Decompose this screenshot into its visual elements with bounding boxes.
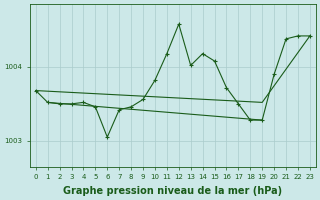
X-axis label: Graphe pression niveau de la mer (hPa): Graphe pression niveau de la mer (hPa)	[63, 186, 282, 196]
